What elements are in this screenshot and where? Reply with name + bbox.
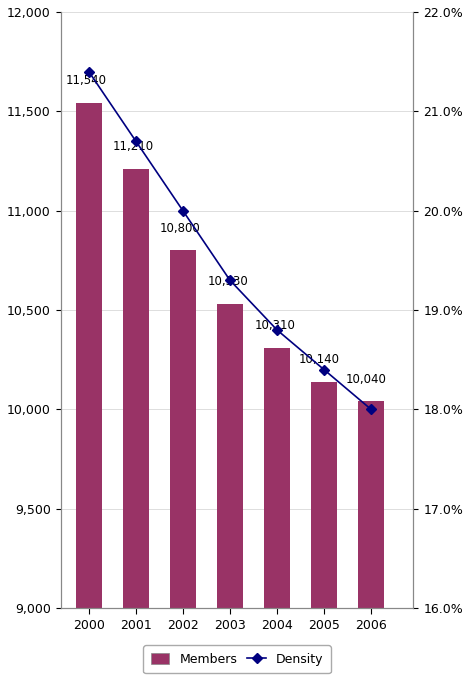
Text: 11,210: 11,210 <box>113 140 154 153</box>
Text: 10,310: 10,310 <box>254 319 295 332</box>
Bar <box>76 103 102 699</box>
Legend: Members, Density: Members, Density <box>143 645 331 673</box>
Bar <box>358 401 384 699</box>
Text: 10,040: 10,040 <box>346 373 387 386</box>
Bar <box>217 304 243 699</box>
Text: 11,540: 11,540 <box>66 75 107 87</box>
Text: 10,800: 10,800 <box>160 222 201 235</box>
Bar <box>311 382 337 699</box>
Bar <box>170 250 196 699</box>
Bar <box>264 348 290 699</box>
Text: 10,140: 10,140 <box>299 353 340 366</box>
Bar <box>123 169 149 699</box>
Text: 10,530: 10,530 <box>207 275 248 288</box>
